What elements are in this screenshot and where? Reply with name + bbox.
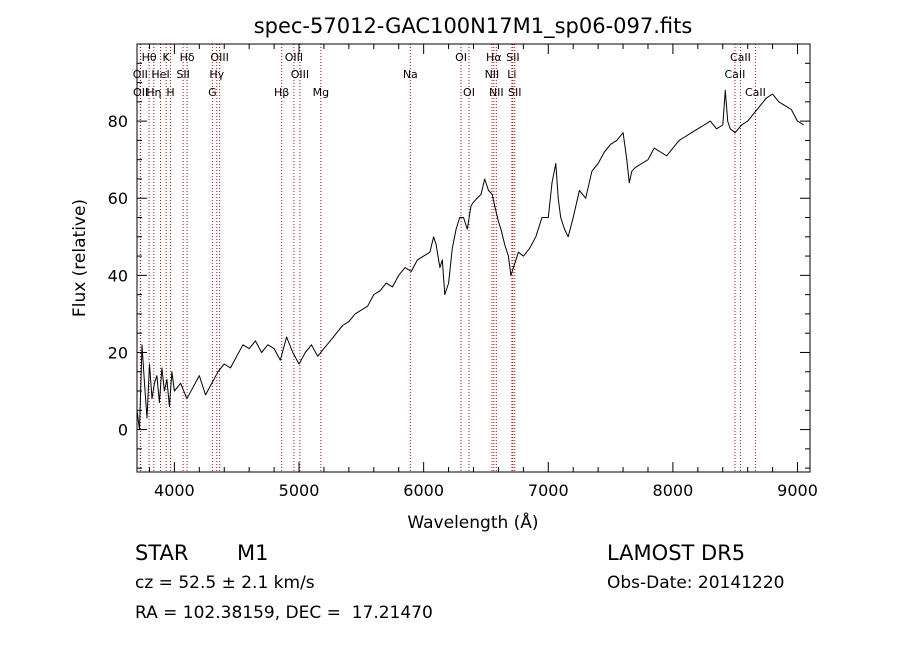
x-axis-label: Wavelength (Å) [407,511,538,533]
line-label: SII [506,51,519,64]
line-label: NII [485,68,500,81]
line-label: NII [489,86,504,99]
line-label: OI [463,86,475,99]
line-label: Hδ [180,51,195,64]
line-label: OIII [285,51,303,64]
line-label: Na [403,68,418,81]
y-tick-label: 20 [108,343,128,362]
y-tick-label: 40 [108,266,128,285]
line-label: OIII [210,51,228,64]
spectrum-series [136,89,805,431]
line-label: Li [507,68,516,81]
coordinates: RA = 102.38159, DEC = 17.21470 [135,603,433,623]
y-tick-label: 0 [118,421,128,440]
line-label: K [163,51,171,64]
x-tick-label: 4000 [154,481,195,500]
line-label: CaII [730,51,751,64]
plot-axes: 4000 5000 6000 7000 8000 9000 0 20 40 60 80 [108,43,818,500]
line-label: OI [455,51,467,64]
line-label: Hβ [274,86,289,99]
x-tick-label: 5000 [279,481,320,500]
line-label: Hα [486,51,502,64]
survey-name: LAMOST DR5 [607,541,746,565]
x-tick-label: 8000 [653,481,694,500]
line-label: Hη [146,86,161,99]
spectrum-line [136,89,805,431]
line-label: CaII [745,86,766,99]
y-tick-label: 80 [108,112,128,131]
line-label: Hγ [209,68,224,81]
object-class: STAR [135,541,189,565]
line-label: CaII [725,68,746,81]
y-tick-label: 60 [108,189,128,208]
line-label: SII [176,68,189,81]
line-label: OIII [291,68,309,81]
redshift-velocity: cz = 52.5 ± 2.1 km/s [135,573,315,593]
x-tick-label: 6000 [403,481,444,500]
line-label: Hθ [142,51,157,64]
x-tick-label: 9000 [777,481,818,500]
plot-frame [136,43,811,473]
line-label: SII [508,86,521,99]
line-label: G [208,86,217,99]
y-axis-label: Flux (relative) [70,199,90,317]
line-label: H [166,86,174,99]
line-label: Mg [313,86,329,99]
x-tick-label: 7000 [528,481,569,500]
object-subclass: M1 [237,541,269,565]
line-label: HeI [151,68,169,81]
chart-title: spec-57012-GAC100N17M1_sp06-097.fits [254,14,693,39]
observation-date: Obs-Date: 20141220 [607,573,785,593]
